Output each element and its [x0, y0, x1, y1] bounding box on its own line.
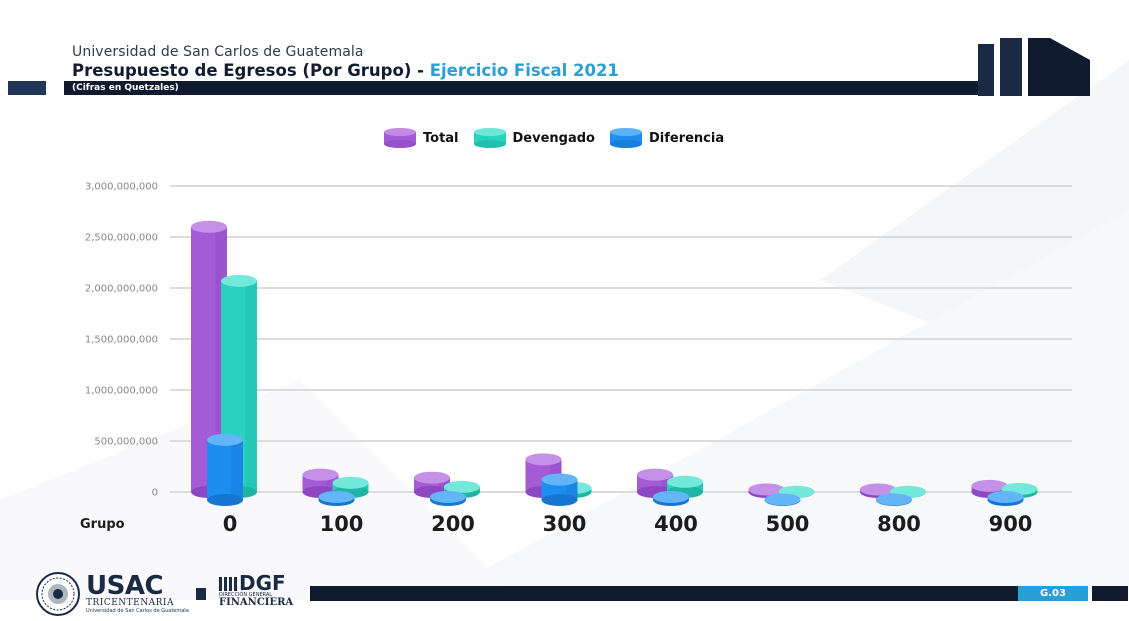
header: Universidad de San Carlos de Guatemala P…: [72, 44, 619, 80]
x-category-label: 500: [766, 512, 810, 536]
bar-diferencia-300: [541, 473, 578, 506]
usac-subtitle-small: Universidad de San Carlos de Guatemala: [86, 608, 189, 614]
x-category-label: 300: [543, 512, 587, 536]
cylinder-devengado-icon: [473, 128, 506, 148]
page-title: Presupuesto de Egresos (Por Grupo) - Eje…: [72, 61, 619, 80]
legend-label-total: Total: [423, 130, 459, 146]
usac-subtitle: TRICENTENARIA: [86, 598, 174, 608]
title-accent: Ejercicio Fiscal 2021: [429, 61, 619, 80]
legend-label-diferencia: Diferencia: [648, 130, 725, 146]
y-tick-label: 3,000,000,000: [85, 182, 158, 193]
units-note: (Cifras en Quetzales): [64, 81, 979, 95]
title-main: Presupuesto de Egresos (Por Grupo) -: [72, 61, 430, 80]
x-category-label: 100: [320, 512, 364, 536]
logo-separator: [196, 588, 206, 600]
chart-legend: Total Devengado Diferencia: [383, 128, 738, 148]
dgf-logo: DGF DIRECCIÓN GENERAL FINANCIERA: [219, 571, 294, 608]
y-tick-label: 500,000,000: [94, 437, 158, 448]
usac-logo: USAC TRICENTENARIA Universidad de San Ca…: [36, 572, 189, 616]
y-axis-tick-labels: 0 500,000,000 1,000,000,000 1,500,000,000 2,…: [85, 182, 158, 499]
x-axis-title: Grupo: [80, 517, 125, 532]
x-category-label: 900: [989, 512, 1033, 536]
x-category-label: 400: [654, 512, 698, 536]
legend-item-diferencia: Diferencia: [609, 128, 724, 148]
legend-label-devengado: Devengado: [512, 130, 595, 146]
usac-name: USAC: [86, 571, 164, 601]
bar-diferencia-100: [318, 490, 355, 506]
y-tick-label: 0: [152, 488, 158, 499]
header-left-accent: [8, 81, 46, 95]
footer-bar: [310, 586, 1018, 601]
bar-diferencia-200: [430, 490, 466, 506]
y-tick-label: 2,500,000,000: [85, 233, 158, 244]
dgf-small-text: DIRECCIÓN GENERAL: [219, 592, 273, 598]
cylinder-total-icon: [384, 128, 416, 148]
y-tick-label: 1,500,000,000: [85, 335, 158, 346]
bar-devengado-200: [444, 480, 480, 498]
bar-diferencia-400: [653, 490, 689, 506]
x-category-label: 0: [223, 512, 238, 536]
legend-item-total: Total: [383, 128, 459, 148]
bar-diferencia-0: [207, 433, 243, 506]
institution-name: Universidad de San Carlos de Guatemala: [72, 44, 364, 60]
y-tick-label: 2,000,000,000: [85, 284, 158, 295]
dgf-name: DGF: [239, 571, 286, 595]
chart-gridlines: [170, 185, 1072, 493]
footer-bar-end: [1092, 586, 1128, 601]
cylinder-diferencia-icon: [609, 128, 642, 148]
chart-bars: [191, 220, 1038, 506]
bar-diferencia-900: [987, 490, 1024, 506]
brand-bars-icon: [978, 38, 1090, 96]
x-category-label: 200: [431, 512, 475, 536]
usac-seal-icon: [36, 572, 80, 616]
y-tick-label: 1,000,000,000: [85, 386, 158, 397]
dgf-big-text: FINANCIERA: [219, 597, 294, 608]
page-tag: G.03: [1018, 586, 1088, 601]
bar-diferencia-500: [764, 493, 801, 506]
dgf-stripes-icon: [219, 577, 237, 591]
legend-item-devengado: Devengado: [473, 128, 595, 148]
bar-diferencia-800: [876, 493, 912, 506]
x-category-label: 800: [877, 512, 921, 536]
x-axis-category-labels: 0 100 200 300 400 500 800 900: [223, 512, 1033, 536]
